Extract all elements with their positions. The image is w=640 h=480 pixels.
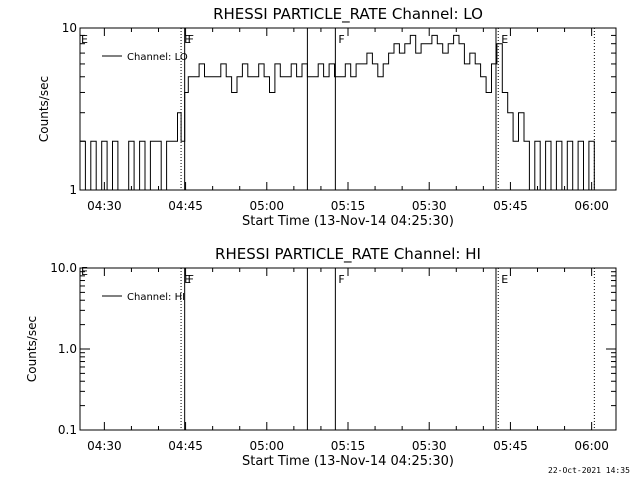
event-marker-label: E <box>184 33 191 46</box>
event-marker-label: E <box>501 273 508 286</box>
x-tick-label: 05:30 <box>412 199 447 213</box>
x-tick-label: 05:15 <box>331 439 366 453</box>
x-tick-label: 06:00 <box>574 439 609 453</box>
event-marker-label: F <box>188 273 194 286</box>
x-tick-label: 05:00 <box>249 199 284 213</box>
y-tick-label: 1 <box>69 183 77 197</box>
x-tick-label: 05:00 <box>249 439 284 453</box>
x-tick-label: 04:30 <box>87 439 122 453</box>
event-marker-label: F <box>338 273 344 286</box>
x-tick-label: 04:45 <box>168 439 203 453</box>
legend-label: Channel: HI <box>127 292 185 303</box>
x-tick-label: 05:45 <box>493 439 528 453</box>
x-tick-label: 05:15 <box>331 199 366 213</box>
footer-timestamp: 22-Oct-2021 14:35 <box>548 466 630 475</box>
corner-label: E <box>81 265 88 278</box>
x-axis-label: Start Time (13-Nov-14 04:25:30) <box>242 214 454 229</box>
event-marker-label: E <box>184 273 191 286</box>
corner-label: E <box>81 33 88 46</box>
event-marker-label: E <box>501 33 508 46</box>
y-tick-label: 10 <box>62 21 77 35</box>
x-tick-label: 05:30 <box>412 439 447 453</box>
y-tick-label: 0.1 <box>58 423 77 437</box>
y-axis-label: Counts/sec <box>25 316 39 382</box>
chart-title: RHESSI PARTICLE_RATE Channel: HI <box>215 245 481 264</box>
x-tick-label: 05:45 <box>493 199 528 213</box>
legend-label: Channel: LO <box>127 52 188 63</box>
event-marker-label: F <box>338 33 344 46</box>
y-tick-label: 10.0 <box>50 261 77 275</box>
event-marker-label: F <box>188 33 194 46</box>
x-tick-label: 04:30 <box>87 199 122 213</box>
y-tick-label: 1.0 <box>58 342 77 356</box>
series-line <box>80 34 598 191</box>
y-axis-label: Counts/sec <box>37 76 51 142</box>
x-tick-label: 06:00 <box>574 199 609 213</box>
chart-title: RHESSI PARTICLE_RATE Channel: LO <box>213 5 483 24</box>
x-tick-label: 04:45 <box>168 199 203 213</box>
x-axis-label: Start Time (13-Nov-14 04:25:30) <box>242 454 454 469</box>
